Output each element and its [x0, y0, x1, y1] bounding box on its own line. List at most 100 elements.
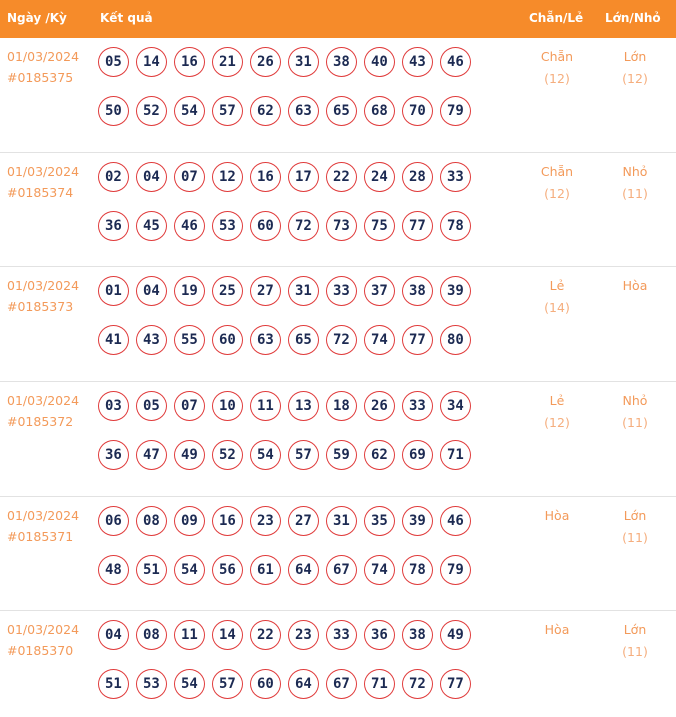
result-ball: 46	[440, 47, 471, 77]
result-ball: 27	[250, 276, 281, 307]
parity-stat: Lẻ (12)	[527, 393, 587, 430]
result-ball: 72	[402, 669, 433, 700]
result-ball: 12	[212, 161, 243, 192]
result-ball: 11	[174, 620, 205, 651]
result-ball: 31	[288, 47, 319, 77]
result-ball: 54	[174, 669, 205, 700]
result-ball: 21	[212, 47, 243, 77]
draw-date: 01/03/2024	[7, 507, 80, 523]
result-ball: 45	[136, 210, 167, 241]
result-ball: 36	[98, 210, 129, 241]
table-row: 01/03/2024 #0185375 05 14 16 21 26 31 38 40 43 46 50…	[0, 38, 676, 153]
result-balls: 06 08 09 16 23 27 31 35 39 46 48 51 54 56 61 64 67 74 78 79	[98, 505, 478, 604]
result-ball: 10	[212, 391, 243, 422]
result-ball: 68	[364, 96, 395, 126]
result-ball: 63	[288, 96, 319, 126]
result-ball: 52	[136, 96, 167, 126]
result-ball: 63	[250, 325, 281, 356]
ball-line: 04 08 11 14 22 23 33 36 38 49	[98, 620, 478, 651]
parity-count: (12)	[544, 185, 570, 201]
result-ball: 65	[288, 325, 319, 356]
result-ball: 43	[136, 325, 167, 356]
draw-date: 01/03/2024	[7, 163, 80, 179]
size-label: Lớn	[623, 507, 647, 523]
result-ball: 50	[98, 96, 129, 126]
table-header: Ngày /Kỳ Kết quả Chẵn/Lẻ Lớn/Nhỏ	[0, 0, 676, 38]
result-ball: 72	[288, 210, 319, 241]
result-ball: 61	[250, 554, 281, 585]
size-stat: Lớn (11)	[605, 508, 665, 545]
result-ball: 43	[402, 47, 433, 77]
result-ball: 33	[402, 391, 433, 422]
result-ball: 33	[440, 161, 471, 192]
result-ball: 52	[212, 440, 243, 471]
parity-stat: Lẻ (14)	[527, 278, 587, 315]
draw-id: #0185375	[7, 70, 74, 85]
result-ball: 07	[174, 161, 205, 192]
result-ball: 07	[174, 391, 205, 422]
result-ball: 28	[402, 161, 433, 192]
result-ball: 79	[440, 96, 471, 126]
result-ball: 33	[326, 620, 357, 651]
header-date: Ngày /Kỳ	[7, 11, 67, 25]
draw-date: 01/03/2024	[7, 278, 80, 294]
size-label: Nhỏ	[622, 163, 648, 179]
result-ball: 60	[212, 325, 243, 356]
table-row: 01/03/2024 #0185374 02 04 07 12 16 17 22 24 28 33 36…	[0, 153, 676, 268]
result-ball: 14	[212, 620, 243, 651]
result-ball: 36	[364, 620, 395, 651]
result-ball: 19	[174, 276, 205, 307]
parity-count: (14)	[544, 300, 570, 316]
result-ball: 57	[212, 96, 243, 126]
parity-label: Chẵn	[540, 49, 574, 64]
result-ball: 51	[136, 554, 167, 585]
result-ball: 46	[440, 505, 471, 536]
result-ball: 27	[288, 505, 319, 536]
header-result: Kết quả	[100, 11, 153, 25]
parity-stat: Hòa	[527, 508, 587, 530]
ball-line: 05 14 16 21 26 31 38 40 43 46	[98, 47, 478, 77]
result-ball: 62	[250, 96, 281, 126]
draw-id: #0185370	[7, 643, 74, 659]
result-ball: 26	[250, 47, 281, 77]
result-ball: 22	[326, 161, 357, 192]
result-ball: 40	[364, 47, 395, 77]
parity-stat: Hòa	[527, 622, 587, 644]
result-ball: 78	[402, 554, 433, 585]
result-ball: 57	[288, 440, 319, 471]
result-ball: 14	[136, 47, 167, 77]
header-parity: Chẵn/Lẻ	[529, 11, 584, 25]
result-ball: 22	[250, 620, 281, 651]
parity-count: (12)	[544, 71, 570, 86]
result-ball: 33	[326, 276, 357, 307]
ball-line: 03 05 07 10 11 13 18 26 33 34	[98, 391, 478, 422]
result-balls: 03 05 07 10 11 13 18 26 33 34 36 47 49 52 54 57 59 62 69 71	[98, 391, 478, 489]
result-ball: 08	[136, 620, 167, 651]
result-ball: 53	[136, 669, 167, 700]
result-ball: 48	[98, 554, 129, 585]
result-ball: 39	[440, 276, 471, 307]
ball-line: 01 04 19 25 27 31 33 37 38 39	[98, 276, 478, 307]
draw-date: 01/03/2024	[7, 49, 80, 64]
result-balls: 02 04 07 12 16 17 22 24 28 33 36 45 46 53 60 72 73 75 77 78	[98, 161, 478, 260]
size-count: (12)	[622, 71, 648, 86]
result-ball: 74	[364, 325, 395, 356]
result-ball: 54	[174, 96, 205, 126]
size-stat: Lớn (12)	[605, 49, 665, 86]
result-ball: 26	[364, 391, 395, 422]
draw-id: #0185372	[7, 414, 74, 430]
result-ball: 04	[136, 161, 167, 192]
result-ball: 71	[364, 669, 395, 700]
result-ball: 03	[98, 391, 129, 422]
result-ball: 47	[136, 440, 167, 471]
parity-label: Hòa	[544, 507, 570, 523]
result-ball: 18	[326, 391, 357, 422]
parity-label: Lẻ	[549, 278, 565, 294]
parity-stat: Chẵn (12)	[527, 49, 587, 86]
result-ball: 05	[98, 47, 129, 77]
size-stat: Nhỏ (11)	[605, 393, 665, 430]
result-ball: 11	[250, 391, 281, 422]
result-balls: 04 08 11 14 22 23 33 36 38 49 51 53 54 57 60 64 67 71 72 77	[98, 620, 478, 717]
ball-line: 41 43 55 60 63 65 72 74 77 80	[98, 325, 478, 356]
